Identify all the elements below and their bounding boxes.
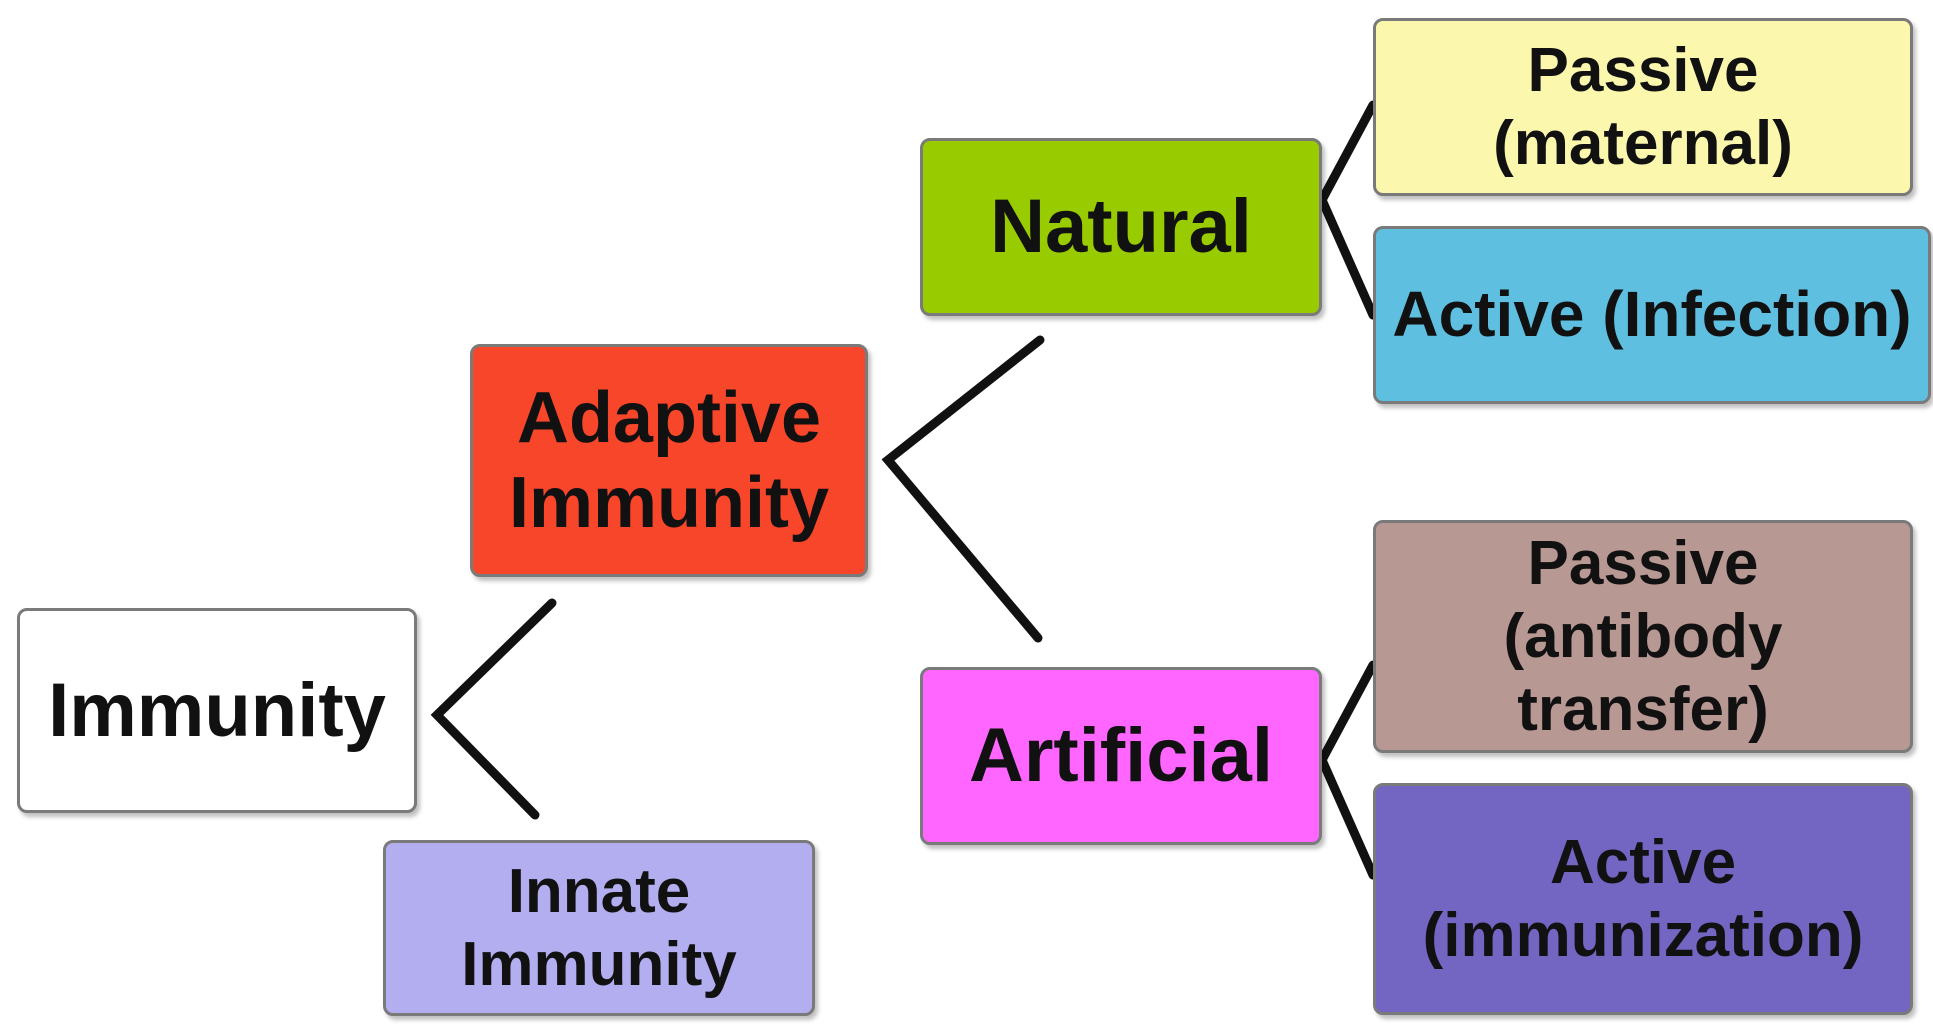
node-natural: Natural	[920, 138, 1322, 316]
node-immunity-label: Immunity	[48, 667, 386, 753]
node-adaptive-immunity-line1: Adaptive	[516, 377, 822, 458]
connector-natural-branches	[1316, 100, 1378, 320]
node-passive-maternal-label: Passive (maternal)	[1493, 35, 1793, 178]
node-passive-antibody-line2: (antibody transfer)	[1503, 601, 1783, 745]
node-active-immunization-line2: (immunization)	[1422, 901, 1864, 970]
node-immunity: Immunity	[17, 608, 417, 813]
node-natural-label: Natural	[990, 184, 1252, 270]
node-passive-antibody-transfer: Passive (antibody transfer)	[1373, 520, 1913, 753]
node-artificial-label: Artificial	[968, 713, 1274, 799]
connector-artificial-branches	[1316, 660, 1378, 880]
node-active-infection: Active (Infection)	[1373, 226, 1931, 404]
node-artificial: Artificial	[920, 667, 1322, 845]
node-innate-immunity: Innate Immunity	[383, 840, 815, 1016]
connector-adaptive-branches	[881, 335, 1045, 643]
node-innate-immunity-label: Innate Immunity	[461, 856, 737, 999]
node-active-infection-label: Active (Infection)	[1392, 278, 1912, 351]
node-passive-maternal: Passive (maternal)	[1373, 18, 1913, 196]
node-adaptive-immunity-line2: Immunity	[508, 462, 830, 543]
connector-immunity-branches	[430, 598, 557, 820]
node-active-immunization-line1: Active	[1549, 827, 1737, 897]
node-active-immunization: Active (immunization)	[1373, 783, 1913, 1015]
node-passive-antibody-line1: Passive	[1527, 528, 1759, 598]
node-adaptive-immunity: Adaptive Immunity	[470, 344, 868, 577]
